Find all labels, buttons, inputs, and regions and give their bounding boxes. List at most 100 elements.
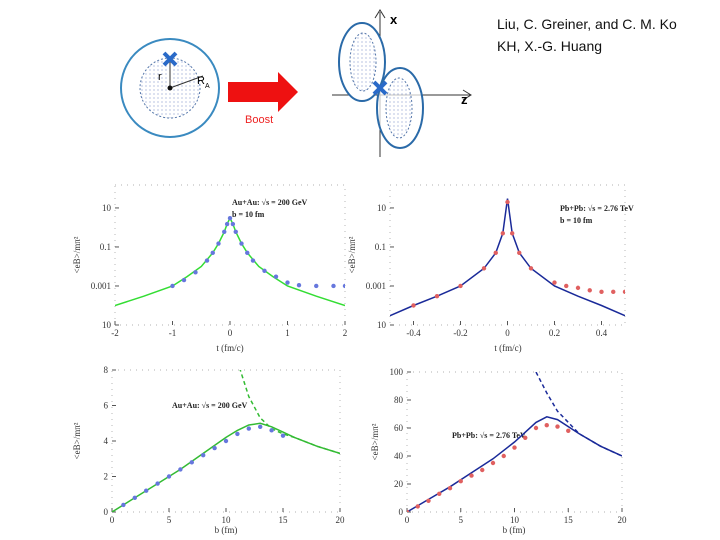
data-point	[481, 266, 487, 271]
x-tick-label: 15	[564, 515, 574, 525]
data-point	[121, 502, 126, 508]
y-axis-label: <eB>/mπ²	[72, 422, 82, 459]
x-axis-label: x	[390, 12, 398, 27]
data-point	[458, 479, 463, 484]
data-point	[458, 283, 463, 289]
nucleus-diagram: r R A	[120, 38, 220, 138]
data-point	[210, 250, 215, 256]
data-point	[434, 293, 440, 299]
data-point	[501, 453, 506, 459]
y-tick-label: 0.001	[91, 281, 111, 291]
data-point	[505, 199, 510, 205]
chart-subtitle: b = 10 fm	[560, 216, 593, 225]
data-point	[415, 504, 420, 509]
data-point	[216, 241, 221, 246]
data-point	[437, 491, 442, 496]
data-point	[407, 509, 410, 512]
curve	[115, 216, 345, 307]
y-tick-label: 4	[104, 436, 109, 446]
data-point	[235, 431, 240, 437]
data-point	[170, 283, 175, 289]
boost-arrow	[228, 72, 298, 112]
data-point	[566, 428, 571, 433]
data-point	[273, 274, 279, 279]
data-point	[246, 426, 251, 431]
data-point	[411, 303, 416, 308]
boosted-nuclei: x z	[332, 9, 472, 157]
x-tick-label: 0.4	[596, 328, 608, 338]
y-tick-label: 10	[377, 320, 387, 330]
x-tick-label: 0	[405, 515, 410, 525]
x-tick-label: 0	[228, 328, 233, 338]
data-point	[250, 258, 256, 263]
data-point	[517, 250, 522, 256]
data-point	[611, 289, 616, 295]
data-point	[227, 215, 233, 221]
data-point	[599, 289, 604, 295]
data-point	[230, 221, 236, 227]
boost-label: Boost	[245, 114, 273, 126]
data-point	[233, 229, 238, 234]
plot-frame	[114, 184, 346, 326]
plot	[115, 215, 345, 307]
chart-title: Pb+Pb: √s = 2.76 TeV	[560, 204, 634, 213]
data-point	[314, 283, 319, 289]
data-point	[193, 270, 198, 275]
plot-frame	[111, 369, 341, 513]
data-point	[155, 481, 160, 486]
data-point	[181, 277, 187, 283]
data-point	[144, 488, 149, 493]
header-line: KH, X.-G. Huang	[497, 38, 602, 54]
x-tick-label: 5	[167, 515, 172, 525]
data-point	[500, 231, 505, 236]
data-point	[224, 221, 230, 227]
chart: -2 -1 0 1 2 10 0.1 0.001 10 t (fm/c) <eB>/mπ² Au+Au…	[72, 184, 347, 353]
x-tick-label: -1	[169, 328, 177, 338]
chart: -0.4 -0.2 0 0.2 0.4 10 0.1 0.001 10 t (fm/c) <eB>/…	[347, 184, 634, 353]
data-point	[342, 283, 345, 289]
x-tick-label: 0	[505, 328, 510, 338]
chart-title: Au+Au: √s = 200 GeV	[232, 198, 308, 207]
y-tick-label: 6	[104, 401, 109, 411]
data-point	[552, 280, 557, 285]
data-point	[493, 250, 498, 256]
data-point	[189, 460, 194, 465]
data-point	[587, 288, 592, 293]
data-point	[245, 250, 250, 256]
y-tick-label: 0.1	[100, 242, 111, 252]
dashed-curve	[535, 372, 622, 457]
y-tick-label: 40	[394, 451, 404, 461]
data-point	[132, 495, 137, 500]
header-line: Liu, C. Greiner, and C. M. Ko	[497, 16, 677, 32]
x-tick-label: 10	[510, 515, 520, 525]
data-point	[426, 498, 431, 503]
dashed-curve	[239, 370, 340, 455]
x-tick-label: 1	[285, 328, 290, 338]
data-point	[331, 283, 336, 289]
data-point	[166, 474, 172, 479]
plot	[390, 198, 625, 317]
plot	[407, 372, 622, 512]
y-tick-label: 2	[104, 472, 109, 482]
data-point	[269, 428, 274, 433]
radius-label: r	[158, 71, 162, 83]
y-tick-label: 20	[394, 479, 404, 489]
plot	[112, 370, 340, 512]
x-tick-label: -0.2	[453, 328, 467, 338]
chart: 0 5 10 15 20 0 2 4 6 8 b (fm) <eB>/mπ² Au+Au: √s = 2…	[72, 365, 345, 535]
x-axis-label: b (fm)	[215, 525, 238, 535]
data-point	[469, 473, 474, 478]
y-axis-label: <eB>/mπ²	[370, 423, 380, 460]
x-tick-label: -2	[111, 328, 119, 338]
chart: 0 5 10 15 20 0 20 40 60 80 100 b (fm) <eB>/mπ² Pb+Pb:…	[370, 367, 627, 535]
y-tick-label: 10	[102, 203, 112, 213]
nuclear-radius-label: R	[197, 75, 205, 87]
data-point	[523, 435, 528, 440]
data-point	[296, 282, 302, 288]
x-tick-label: 20	[618, 515, 628, 525]
chart-title: Pb+Pb: √s = 2.76 TeV	[452, 431, 526, 440]
data-point	[480, 467, 485, 473]
data-point	[262, 268, 267, 274]
y-tick-label: 10	[377, 203, 387, 213]
